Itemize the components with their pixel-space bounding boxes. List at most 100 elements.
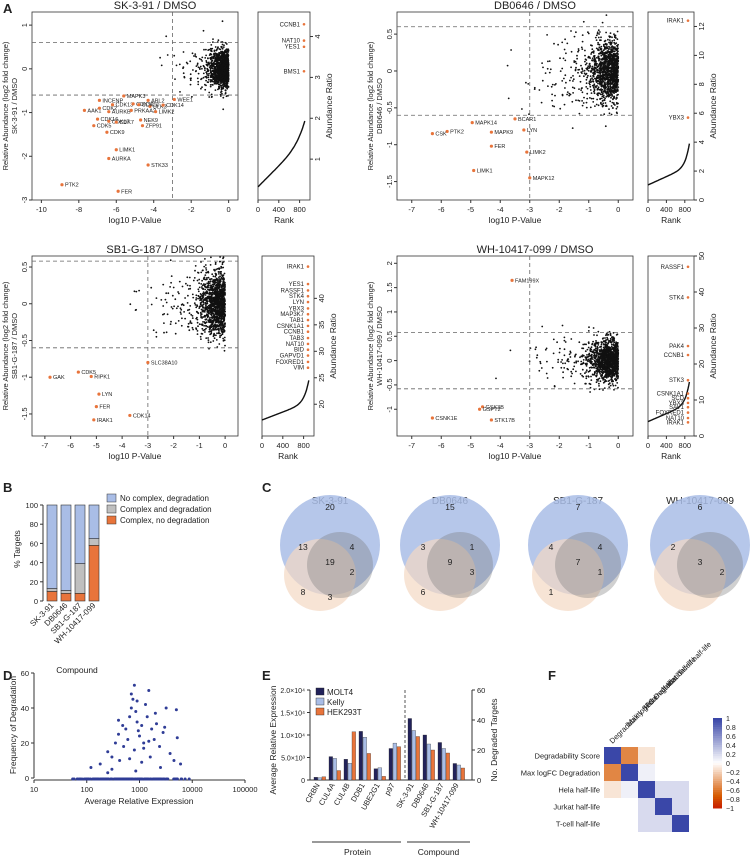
data-point — [224, 77, 226, 80]
data-point — [598, 62, 601, 65]
hit-point — [129, 108, 133, 112]
data-point — [219, 256, 222, 258]
data-point — [189, 60, 192, 63]
data-point — [218, 331, 220, 334]
data-point — [196, 279, 199, 282]
data-point — [605, 61, 607, 63]
volcano-panel-1: SK-3-91 / DMSOPTK2FERSTK33AURKALIMK1CDK9… — [1, 0, 239, 225]
rank-x-axis-label: Rank — [278, 451, 299, 461]
data-point — [182, 67, 184, 70]
data-point — [220, 267, 223, 269]
hit-point — [122, 94, 126, 98]
data-point — [206, 297, 209, 299]
data-point — [594, 36, 597, 39]
data-point — [595, 39, 598, 41]
data-point — [223, 84, 226, 87]
data-point — [602, 57, 605, 60]
data-point — [615, 107, 618, 110]
x-tick-label: -3 — [145, 441, 152, 450]
hit-point — [172, 97, 176, 102]
data-point — [211, 47, 214, 50]
hit-label: LYN — [527, 128, 537, 134]
data-point — [597, 41, 599, 44]
data-point — [215, 324, 218, 327]
data-point — [592, 74, 595, 77]
data-point — [194, 269, 196, 272]
data-point — [544, 72, 547, 74]
data-point — [197, 72, 200, 75]
data-point — [221, 315, 224, 317]
data-point — [594, 73, 597, 75]
data-point — [603, 65, 606, 68]
data-point — [184, 317, 187, 320]
rank-hit-point — [306, 300, 310, 304]
data-point — [615, 73, 618, 76]
hit-point — [146, 360, 150, 365]
data-point — [198, 278, 201, 281]
data-point — [215, 312, 218, 315]
data-point — [561, 93, 564, 96]
data-point — [209, 327, 211, 330]
data-point — [611, 40, 614, 42]
data-point — [202, 277, 205, 280]
data-point — [215, 268, 218, 271]
data-point — [595, 64, 598, 67]
data-point — [214, 79, 217, 82]
data-point — [224, 344, 226, 347]
data-point — [223, 272, 226, 275]
data-point — [221, 296, 223, 299]
data-point — [561, 80, 564, 82]
data-point — [570, 338, 573, 340]
data-point — [209, 84, 212, 86]
x-tick-label: 0 — [223, 441, 227, 450]
rank-y-tick-label: 30 — [317, 347, 326, 355]
data-point — [180, 303, 183, 306]
data-point — [169, 323, 172, 325]
data-point — [600, 59, 602, 61]
data-point — [602, 80, 605, 83]
data-point — [214, 76, 217, 79]
data-point — [191, 317, 194, 319]
data-point — [610, 71, 612, 73]
data-point — [220, 45, 223, 48]
data-point — [194, 265, 197, 267]
rank-hit-point — [306, 348, 310, 352]
data-point — [213, 71, 215, 74]
data-point — [200, 315, 202, 317]
data-point — [214, 52, 217, 55]
hit-label: AAK1 — [87, 108, 101, 114]
data-point — [180, 324, 183, 327]
data-point — [208, 61, 210, 64]
rank-panel-3: IRAK1YES1RASSF1STK4LYNYBX3MAP3K7TAB1CSNK… — [260, 255, 338, 461]
data-point — [617, 43, 619, 46]
data-point — [597, 48, 599, 50]
data-point — [592, 86, 595, 88]
data-point — [215, 288, 218, 290]
data-point — [207, 306, 209, 309]
data-point — [177, 305, 179, 308]
data-point — [585, 106, 588, 109]
data-point — [166, 54, 169, 56]
data-point — [194, 55, 197, 57]
data-point — [206, 301, 209, 303]
data-point — [224, 51, 226, 53]
data-point — [596, 32, 599, 35]
data-point — [165, 292, 168, 295]
data-point — [196, 64, 199, 66]
data-point — [589, 106, 592, 109]
data-point — [218, 56, 221, 59]
data-point — [612, 55, 615, 58]
data-point — [597, 57, 600, 60]
data-point — [614, 55, 617, 58]
hit-point — [522, 128, 526, 132]
data-point — [220, 77, 223, 80]
data-point — [217, 46, 219, 49]
data-point — [213, 66, 216, 69]
hit-label: MAPK3 — [127, 94, 146, 100]
data-point — [538, 369, 541, 372]
data-point — [218, 343, 221, 345]
data-point — [607, 38, 609, 41]
data-point — [214, 306, 217, 309]
data-point — [213, 269, 216, 272]
hit-label: LIMK2 — [159, 110, 175, 116]
